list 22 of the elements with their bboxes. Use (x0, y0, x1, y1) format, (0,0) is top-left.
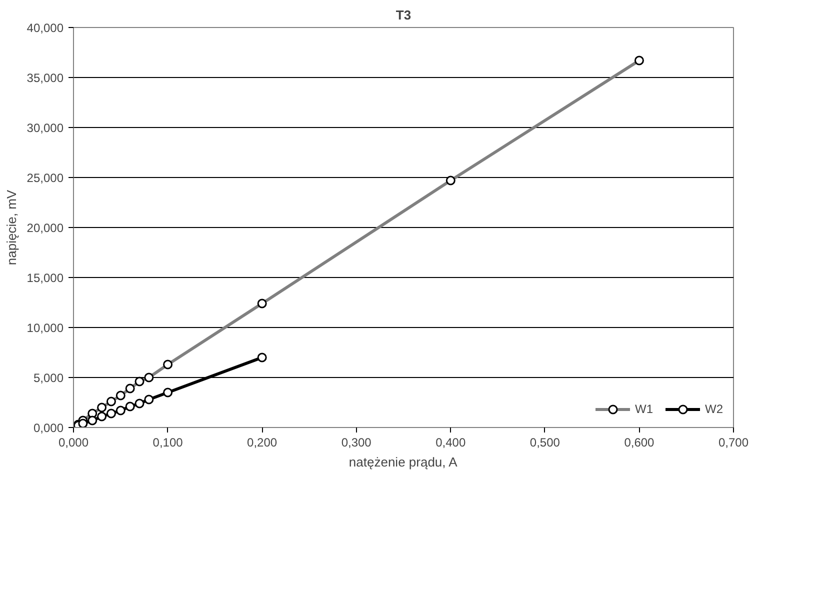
y-tick-label: 20,000 (26, 221, 64, 235)
y-tick-label: 0,000 (33, 421, 64, 435)
x-axis-title: natężenie prądu, A (348, 454, 458, 470)
y-axis-title: napięcie, mV (4, 190, 19, 266)
x-tick-label: 0,200 (247, 436, 278, 450)
x-tick-label: 0,000 (58, 436, 89, 450)
y-tick-label: 25,000 (26, 171, 64, 185)
legend-label: W2 (705, 402, 724, 416)
chart-title: T3 (396, 8, 412, 22)
x-tick-label: 0,400 (436, 436, 466, 450)
x-tick-label: 0,100 (152, 436, 184, 450)
y-tick-label: 10,000 (26, 321, 64, 335)
y-tick-label: 35,000 (26, 71, 64, 85)
y-tick-label: 15,000 (26, 271, 64, 285)
y-tick-label: 40,000 (26, 21, 64, 35)
x-tick-label: 0,700 (718, 436, 749, 450)
x-tick-label: 0,500 (530, 436, 560, 450)
y-tick-label: 5,000 (33, 371, 64, 385)
legend-label: W1 (635, 402, 654, 416)
x-tick-label: 0,600 (624, 436, 655, 450)
y-tick-label: 30,000 (26, 121, 64, 135)
x-tick-label: 0,300 (341, 436, 372, 450)
